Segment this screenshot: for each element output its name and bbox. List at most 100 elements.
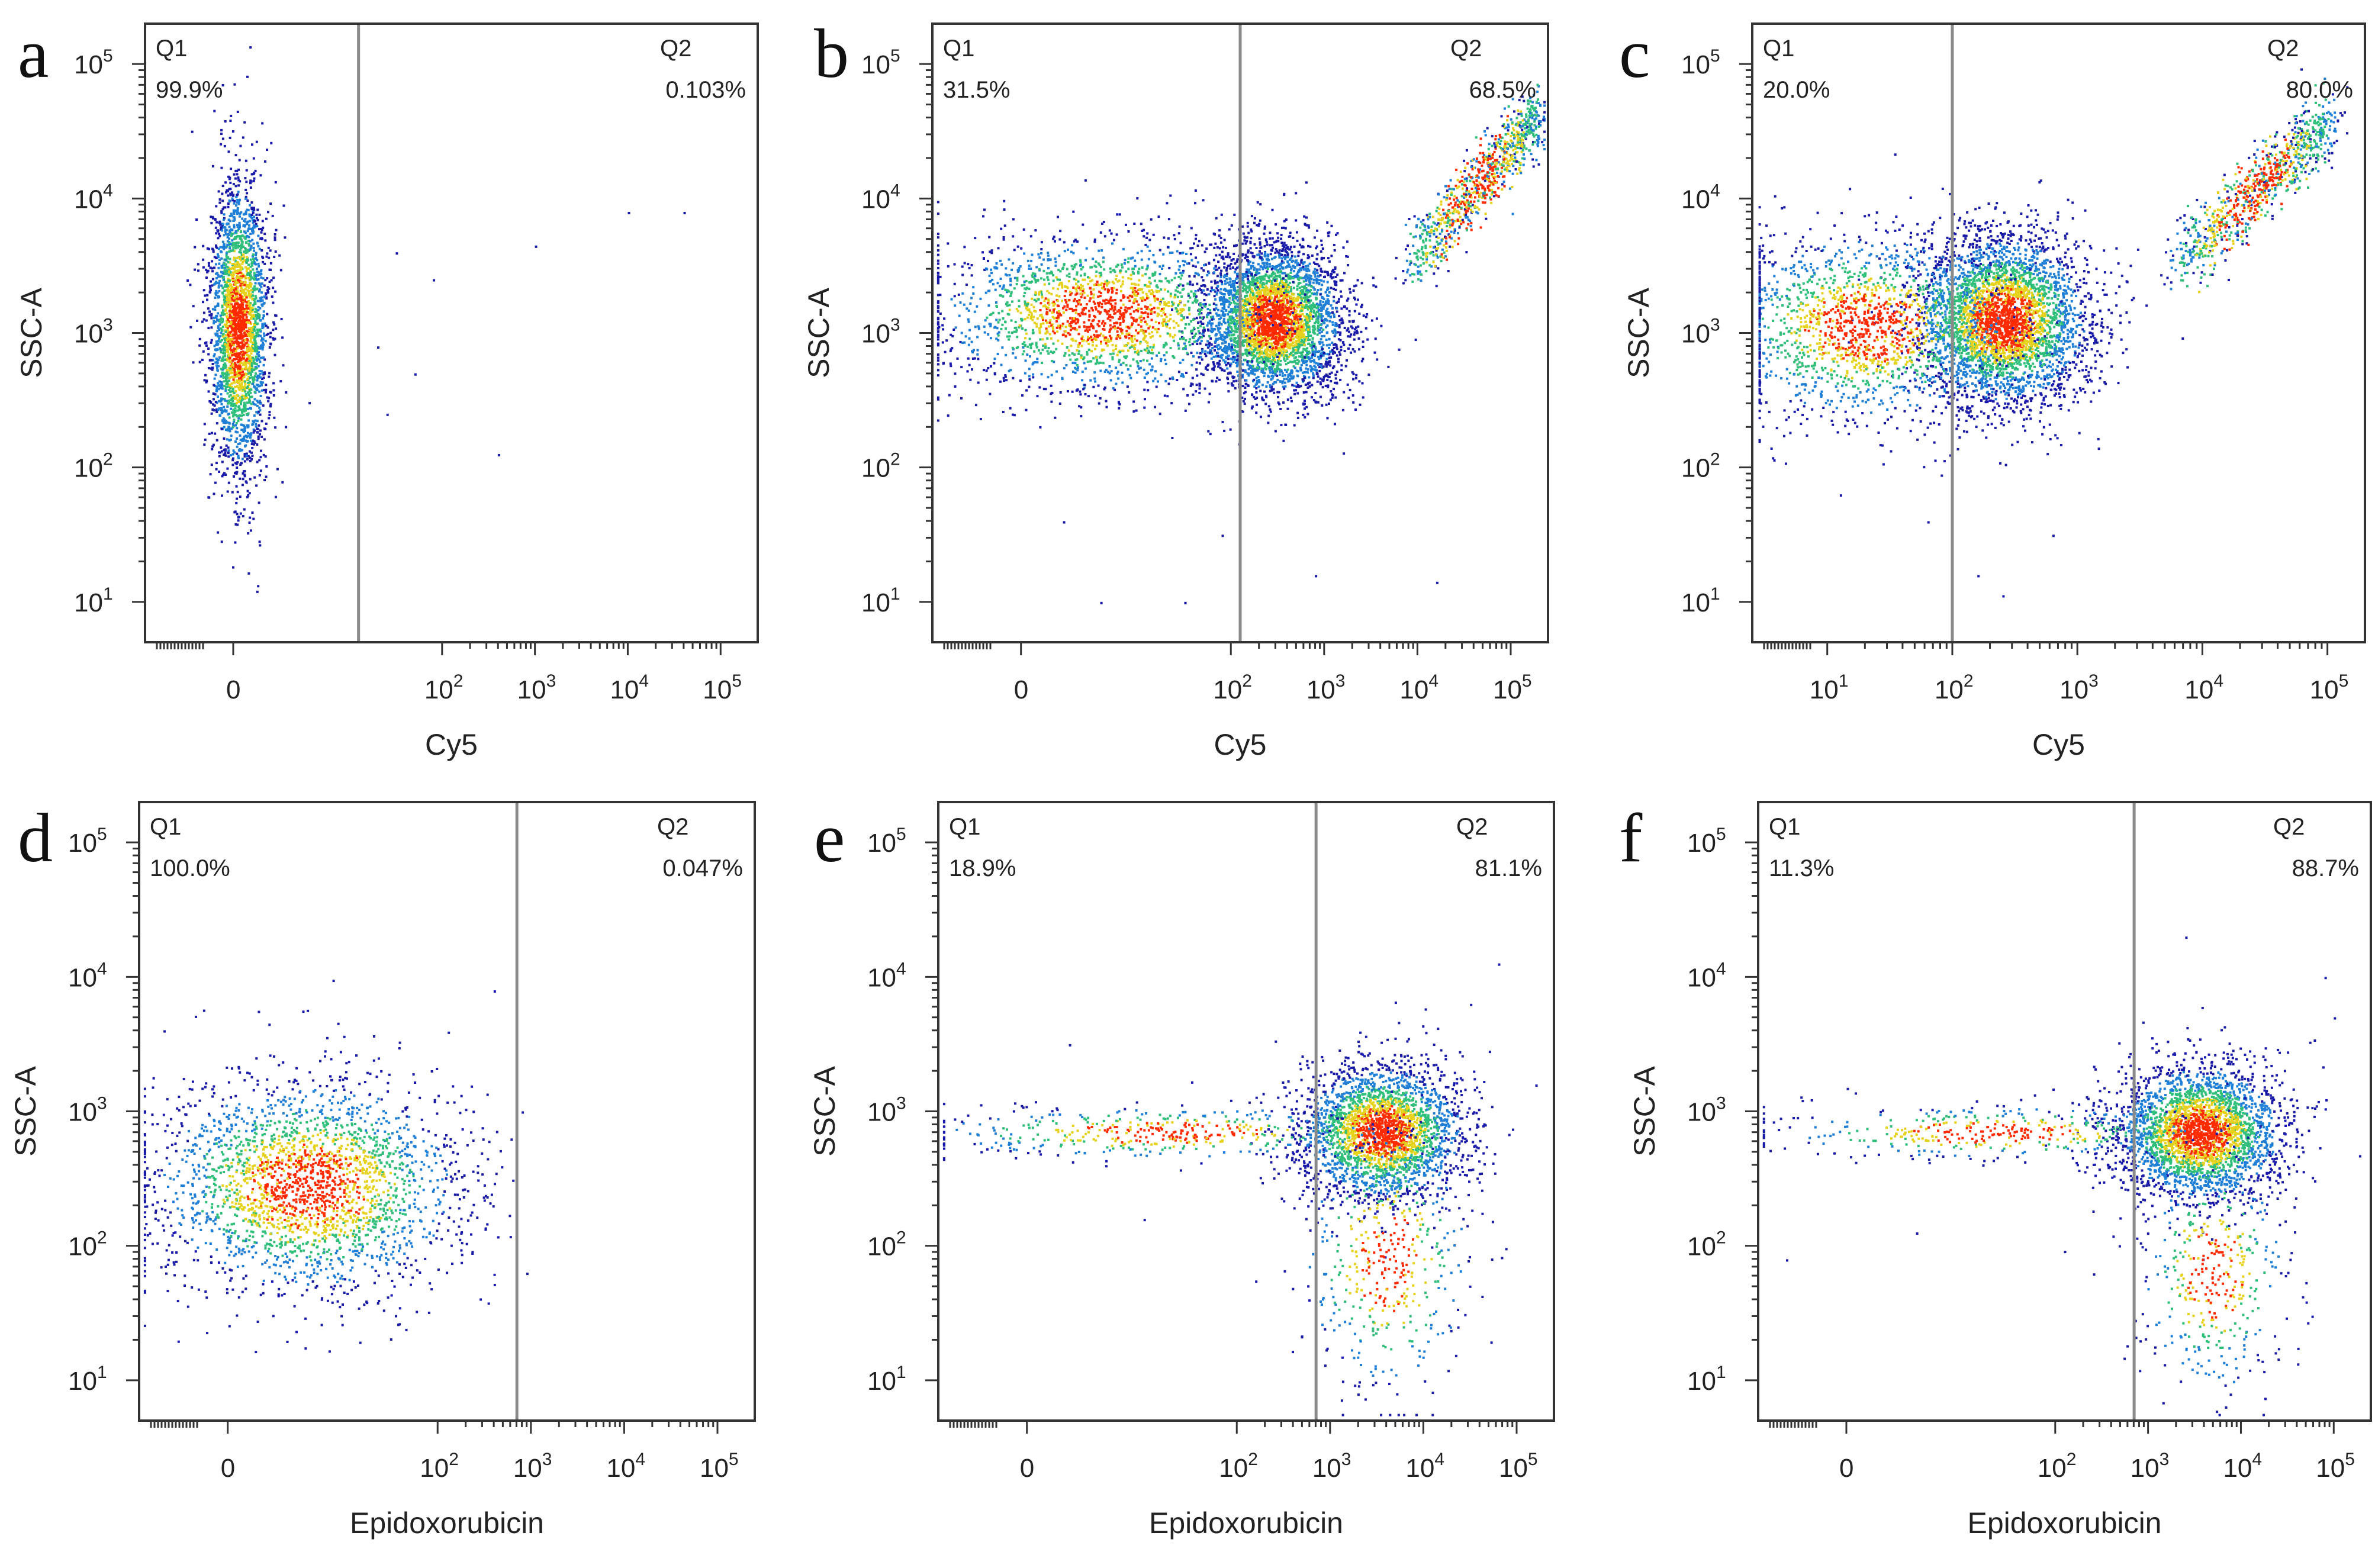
event-points <box>144 980 529 1353</box>
plot-frame <box>1758 802 2371 1421</box>
y-tick-label: 105 <box>1681 46 1720 79</box>
y-axis-title: SSC-A <box>15 287 48 378</box>
y-axis-title: SSC-A <box>808 1065 841 1156</box>
y-tick-label: 104 <box>861 181 900 214</box>
quadrant-q2-percent: 81.1% <box>1475 855 1542 881</box>
event-points <box>1763 936 2361 1416</box>
y-tick-label: 101 <box>68 1363 107 1396</box>
y-tick-label: 101 <box>1687 1363 1726 1396</box>
x-tick-label: 0 <box>221 1454 235 1483</box>
quadrant-q2-percent: 88.7% <box>2292 855 2359 881</box>
quadrant-q1-name: Q1 <box>943 36 974 62</box>
x-tick-label: 104 <box>610 671 649 704</box>
x-axis-title: Cy5 <box>1214 728 1267 761</box>
event-points <box>186 46 686 593</box>
x-axis-title: Epidoxorubicin <box>350 1506 544 1540</box>
x-tick-label: 105 <box>1499 1450 1538 1483</box>
x-tick-label: 103 <box>1312 1450 1351 1483</box>
y-tick-label: 102 <box>1687 1228 1726 1261</box>
quadrant-q1-percent: 99.9% <box>156 77 223 103</box>
y-tick-label: 101 <box>867 1363 906 1396</box>
y-tick-label: 103 <box>68 1094 107 1127</box>
x-tick-label: 0 <box>226 675 240 704</box>
x-tick-label: 104 <box>2223 1450 2262 1483</box>
quadrant-q2-percent: 0.047% <box>662 855 743 881</box>
quadrant-q2-name: Q2 <box>1450 36 1482 62</box>
quadrant-q1-percent: 100.0% <box>150 855 230 881</box>
flow-cytometry-figure: a Q1 99.9% Q2 0.103% 101 102 103 104 105 0 102 103 10… <box>0 0 2375 1568</box>
y-tick-label: 102 <box>1681 450 1720 483</box>
quadrant-q1-percent: 11.3% <box>1769 855 1834 881</box>
panel-letter: a <box>18 15 49 92</box>
y-tick-label: 101 <box>74 584 113 617</box>
y-tick-label: 105 <box>68 825 107 858</box>
quadrant-q2-percent: 68.5% <box>1469 77 1536 103</box>
y-axis-title: SSC-A <box>802 287 835 378</box>
x-tick-label: 102 <box>2038 1450 2077 1483</box>
y-tick-label: 103 <box>1681 315 1720 349</box>
event-points <box>943 964 1538 1416</box>
y-tick-label: 102 <box>867 1228 906 1261</box>
quadrant-q1-percent: 18.9% <box>949 855 1016 881</box>
quadrant-q2-percent: 80.0% <box>2286 77 2353 103</box>
x-tick-label: 102 <box>424 671 464 704</box>
quadrant-q1-name: Q1 <box>156 36 187 62</box>
x-tick-label: 105 <box>700 1450 739 1483</box>
x-tick-label: 102 <box>1219 1450 1258 1483</box>
y-tick-label: 103 <box>861 315 900 349</box>
y-tick-label: 103 <box>867 1094 906 1127</box>
quadrant-q2-percent: 0.103% <box>665 77 746 103</box>
y-tick-label: 102 <box>74 450 113 483</box>
y-tick-label: 101 <box>861 584 900 617</box>
x-tick-label: 0 <box>1014 675 1028 704</box>
quadrant-q1-percent: 20.0% <box>1763 77 1830 103</box>
y-tick-label: 104 <box>1681 181 1720 214</box>
y-axis-title: SSC-A <box>1622 287 1655 378</box>
panel-letter: c <box>1619 15 1650 92</box>
y-tick-label: 104 <box>1687 959 1726 992</box>
x-tick-label: 105 <box>2310 671 2349 704</box>
quadrant-q2-name: Q2 <box>1456 814 1488 840</box>
event-points <box>1759 69 2349 598</box>
y-axis-title: SSC-A <box>9 1065 42 1156</box>
x-tick-label: 103 <box>1306 671 1346 704</box>
x-tick-label: 103 <box>2059 671 2099 704</box>
x-tick-label: 104 <box>1405 1450 1444 1483</box>
x-tick-label: 103 <box>517 671 556 704</box>
x-tick-label: 0 <box>1839 1454 1853 1483</box>
x-tick-label: 105 <box>2316 1450 2355 1483</box>
panel-letter: d <box>18 799 53 877</box>
y-tick-label: 102 <box>861 450 900 483</box>
quadrant-q1-name: Q1 <box>1763 36 1794 62</box>
x-axis-title: Cy5 <box>2032 728 2085 761</box>
quadrant-q2-name: Q2 <box>2273 814 2305 840</box>
y-tick-label: 102 <box>68 1228 107 1261</box>
panel-letter: b <box>814 15 849 92</box>
quadrant-q1-name: Q1 <box>150 814 181 840</box>
quadrant-q2-name: Q2 <box>657 814 688 840</box>
plot-frame <box>139 802 755 1421</box>
y-tick-label: 101 <box>1681 584 1720 617</box>
x-tick-label: 101 <box>1810 671 1849 704</box>
y-tick-label: 105 <box>1687 825 1726 858</box>
x-axis-title: Epidoxorubicin <box>1149 1506 1343 1540</box>
x-tick-label: 0 <box>1020 1454 1034 1483</box>
x-tick-label: 104 <box>1399 671 1438 704</box>
x-tick-label: 105 <box>1493 671 1532 704</box>
x-tick-label: 103 <box>513 1450 552 1483</box>
quadrant-q2-name: Q2 <box>2267 36 2299 62</box>
y-tick-label: 104 <box>867 959 906 992</box>
y-tick-label: 103 <box>74 315 113 349</box>
quadrant-q1-name: Q1 <box>1769 814 1800 840</box>
y-tick-label: 104 <box>74 181 113 214</box>
x-tick-label: 102 <box>420 1450 459 1483</box>
x-axis-title: Epidoxorubicin <box>1968 1506 2162 1540</box>
y-axis-title: SSC-A <box>1628 1065 1661 1156</box>
y-tick-label: 105 <box>861 46 900 79</box>
